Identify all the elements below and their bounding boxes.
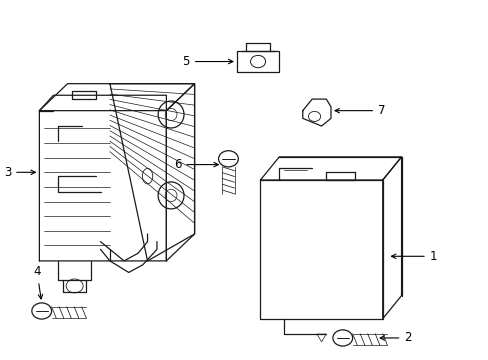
Text: 2: 2 — [379, 332, 411, 345]
Bar — [237, 51, 279, 72]
Text: 1: 1 — [391, 250, 436, 263]
Text: 3: 3 — [4, 166, 35, 179]
Text: 6: 6 — [174, 158, 218, 171]
Text: 7: 7 — [334, 104, 385, 117]
Text: 5: 5 — [182, 55, 232, 68]
Text: 4: 4 — [33, 265, 42, 299]
